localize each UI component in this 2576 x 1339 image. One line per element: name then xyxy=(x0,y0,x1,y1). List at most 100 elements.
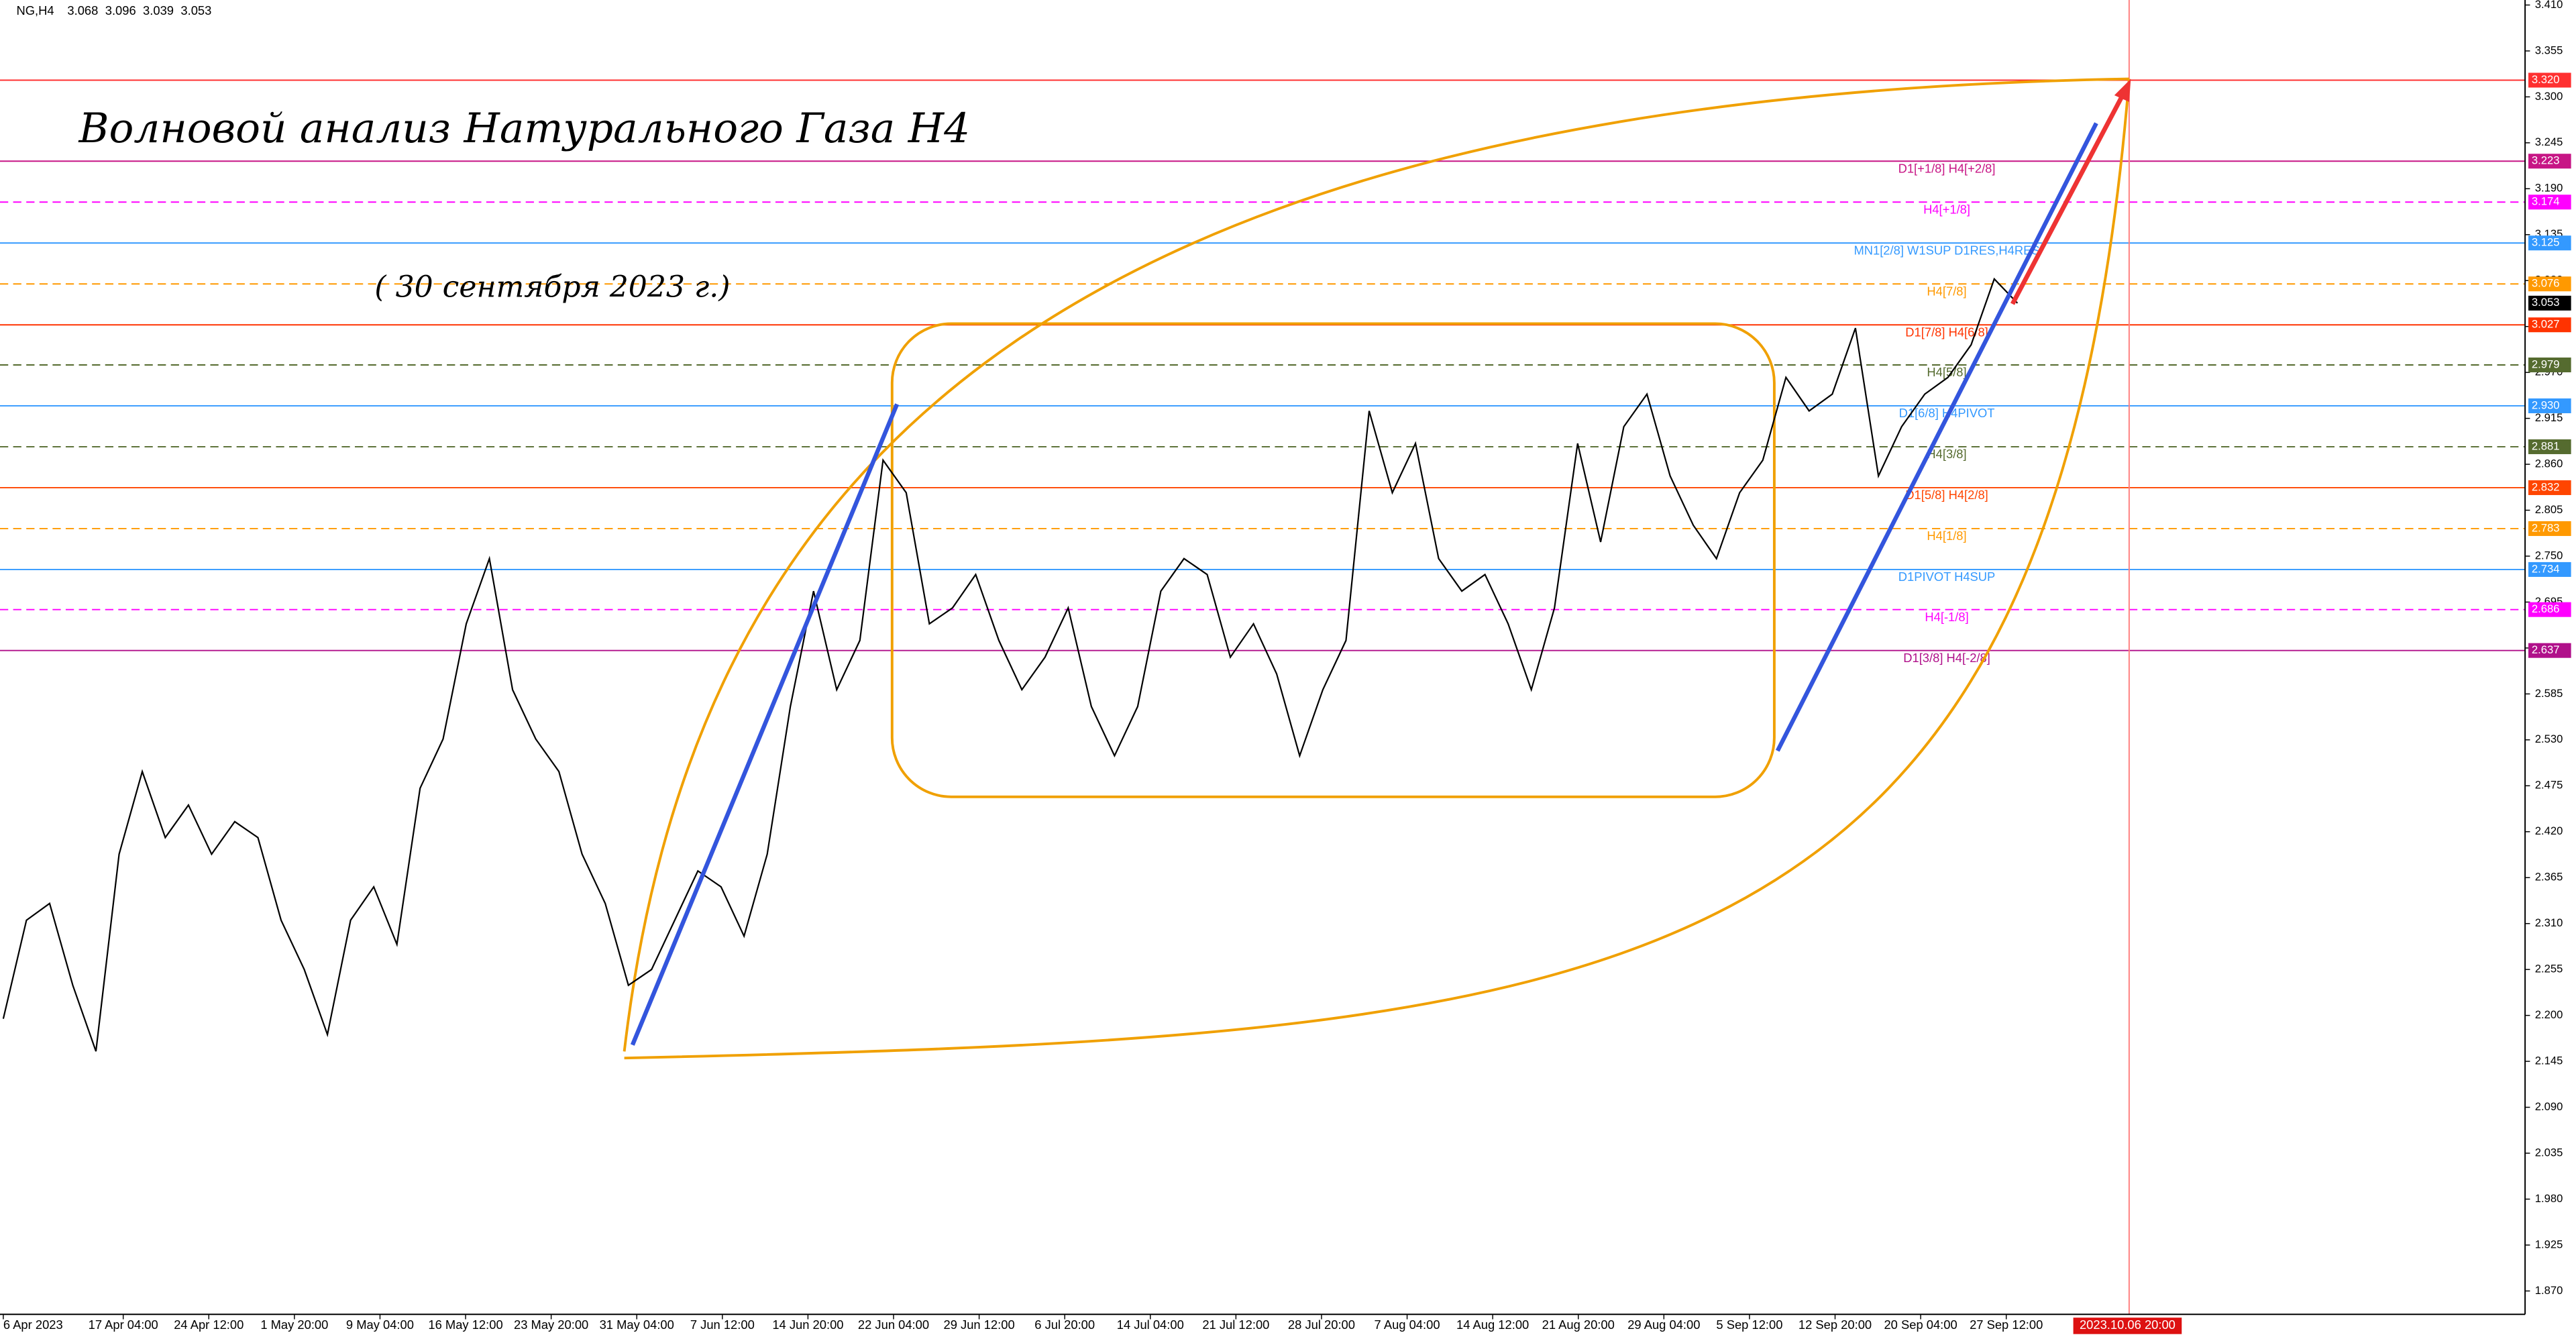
chart-subtitle: ( 30 сентября 2023 г.) xyxy=(374,270,730,305)
ohlc-value: 3.053 xyxy=(180,3,211,17)
level-price-tag xyxy=(2528,398,2571,413)
chart-title: Волновой анализ Натурального Газа H4 xyxy=(78,105,971,152)
y-tick-label: 3.300 xyxy=(2535,90,2563,103)
level-price-label: 2.930 xyxy=(2532,398,2560,411)
axes: 3.4103.3553.3003.2453.1903.1353.0803.025… xyxy=(3,0,2571,1334)
level-price-tag xyxy=(2528,72,2571,88)
y-tick-label: 2.805 xyxy=(2535,503,2563,516)
level-label: MN1[2/8] W1SUP D1RES,H4RES xyxy=(1854,243,2039,257)
level-label: D1[7/8] H4[6/8] xyxy=(1905,325,1988,339)
level-label: H4[1/8] xyxy=(1927,529,1966,543)
levels: D1[+1/8] H4[+2/8] H4[+1/8] MN1[2/8] W1SUP … xyxy=(0,79,2526,665)
wave-line xyxy=(630,403,900,1046)
level-price-tag xyxy=(2528,276,2571,292)
level-price-label: 3.223 xyxy=(2532,154,2560,167)
marker-label: 2023.10.06 20:00 xyxy=(2080,1318,2176,1332)
level-label: D1[5/8] H4[2/8] xyxy=(1905,488,1988,502)
y-tick-label: 2.860 xyxy=(2535,457,2563,470)
y-tick-label: 2.585 xyxy=(2535,687,2563,700)
level-price-tag xyxy=(2528,317,2571,333)
y-tick-label: 2.145 xyxy=(2535,1054,2563,1067)
x-tick-label: 14 Jul 04:00 xyxy=(1117,1318,1184,1332)
level-price-tag xyxy=(2528,521,2571,536)
x-tick-label: 29 Aug 04:00 xyxy=(1627,1318,1700,1332)
x-tick-label: 24 Apr 12:00 xyxy=(174,1318,244,1332)
x-tick-label: 21 Aug 20:00 xyxy=(1542,1318,1615,1332)
x-tick-label: 21 Jul 12:00 xyxy=(1202,1318,1269,1332)
level-price-tag xyxy=(2528,195,2571,210)
series xyxy=(2,277,2019,1052)
range-box xyxy=(890,322,1776,798)
level-price-label: 3.174 xyxy=(2532,195,2560,208)
ohlc-value: 3.096 xyxy=(105,3,136,17)
y-tick-label: 2.915 xyxy=(2535,411,2563,424)
x-tick-label: 14 Jun 20:00 xyxy=(772,1318,843,1332)
x-tick-label: 22 Jun 04:00 xyxy=(858,1318,929,1332)
y-tick-label: 3.190 xyxy=(2535,182,2563,195)
forecast-arrow-head xyxy=(2114,78,2131,102)
arc-lower xyxy=(624,78,2131,1060)
x-tick-label: 1 May 20:00 xyxy=(260,1318,328,1332)
y-tick-label: 1.925 xyxy=(2535,1238,2563,1250)
level-price-label: 2.979 xyxy=(2532,358,2560,370)
x-tick-label: 6 Jul 20:00 xyxy=(1034,1318,1095,1332)
y-tick-label: 3.245 xyxy=(2535,136,2563,148)
ohlc: 3.068 3.096 3.039 3.053 xyxy=(67,3,211,17)
x-tick-label: 12 Sep 20:00 xyxy=(1799,1318,1872,1332)
level-price-tag xyxy=(2528,561,2571,577)
level-label: D1PIVOT H4SUP xyxy=(1898,570,1996,584)
y-tick-label: 1.980 xyxy=(2535,1192,2563,1205)
level-label: H4[+1/8] xyxy=(1923,202,1970,216)
y-tick-label: 2.255 xyxy=(2535,963,2563,975)
level-label: H4[-1/8] xyxy=(1925,610,1968,624)
y-tick-label: 3.410 xyxy=(2535,0,2563,11)
level-price-tag xyxy=(2528,357,2571,372)
wave-line xyxy=(1775,122,2098,752)
y-tick-label: 1.870 xyxy=(2535,1284,2563,1297)
x-tick-label: 17 Apr 04:00 xyxy=(89,1318,158,1332)
level-price-tag xyxy=(2528,154,2571,169)
level-label: H4[7/8] xyxy=(1927,284,1966,298)
marker-tag xyxy=(2073,1318,2182,1334)
symbol: NG,H4 xyxy=(16,3,54,17)
level-price-label: 3.125 xyxy=(2532,236,2560,249)
level-price-label: 2.881 xyxy=(2532,439,2560,452)
x-tick-label: 5 Sep 12:00 xyxy=(1716,1318,1782,1332)
level-price-tag xyxy=(2528,480,2571,495)
level-price-label: 2.686 xyxy=(2532,602,2560,615)
level-price-label: 2.734 xyxy=(2532,562,2560,575)
y-tick-label: 2.420 xyxy=(2535,824,2563,837)
level-price-label: 2.832 xyxy=(2532,480,2560,493)
level-price-tag xyxy=(2528,643,2571,658)
forecast-arrow xyxy=(2010,94,2125,305)
level-price-label: 2.637 xyxy=(2532,643,2560,656)
price-line xyxy=(2,277,2019,1052)
level-price-label: 3.027 xyxy=(2532,318,2560,331)
level-price-tag xyxy=(2528,235,2571,251)
x-tick-label: 23 May 20:00 xyxy=(514,1318,588,1332)
level-label: H4[5/8] xyxy=(1927,365,1966,379)
y-tick-label: 2.750 xyxy=(2535,549,2563,561)
x-tick-label: 9 May 04:00 xyxy=(346,1318,414,1332)
y-tick-label: 2.310 xyxy=(2535,916,2563,929)
level-label: H4[3/8] xyxy=(1927,447,1966,461)
level-price-label: 2.783 xyxy=(2532,521,2560,534)
level-price-tag xyxy=(2528,602,2571,617)
level-label: D1[3/8] H4[-2/8] xyxy=(1903,651,1990,665)
current-price-tag xyxy=(2528,295,2571,311)
x-tick-label: 14 Aug 12:00 xyxy=(1456,1318,1529,1332)
current-price-label: 3.053 xyxy=(2532,296,2560,309)
x-tick-label: 20 Sep 04:00 xyxy=(1884,1318,1957,1332)
x-tick-label: 28 Jul 20:00 xyxy=(1288,1318,1355,1332)
ohlc-value: 3.068 xyxy=(67,3,98,17)
x-tick-label: 27 Sep 12:00 xyxy=(1970,1318,2043,1332)
level-label: D1[+1/8] H4[+2/8] xyxy=(1898,161,1996,175)
level-price-tag xyxy=(2528,439,2571,454)
x-tick-label: 7 Jun 12:00 xyxy=(690,1318,755,1332)
y-tick-label: 2.365 xyxy=(2535,871,2563,883)
level-price-label: 3.076 xyxy=(2532,277,2560,290)
